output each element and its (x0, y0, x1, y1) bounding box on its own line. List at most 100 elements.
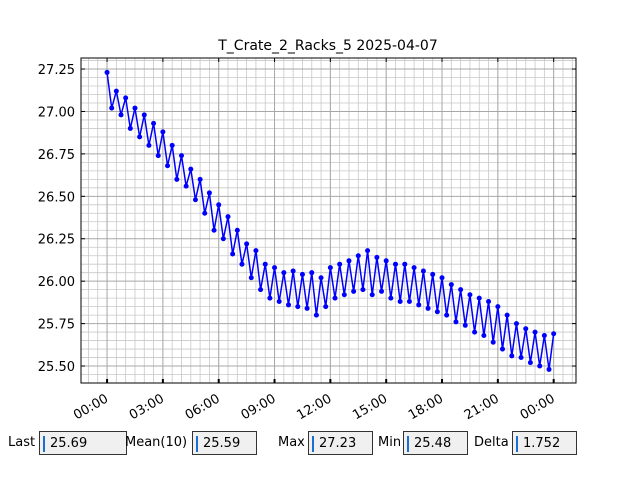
stat-label: Min (378, 435, 402, 450)
y-tick-label: 27.25 (38, 63, 75, 78)
data-point (318, 275, 324, 281)
data-point (178, 153, 184, 159)
data-point (444, 312, 450, 318)
stat-value: 27.23 (308, 431, 373, 455)
data-point (146, 142, 152, 148)
data-point (327, 265, 333, 271)
y-tick-label: 26.50 (38, 190, 75, 205)
data-point (137, 134, 143, 140)
y-tick-label: 25.75 (38, 318, 75, 333)
data-point (406, 299, 412, 305)
data-point (439, 275, 445, 281)
data-point (495, 304, 501, 310)
data-point (211, 227, 217, 233)
data-point (453, 319, 459, 325)
data-point (285, 302, 291, 308)
data-point (369, 292, 375, 298)
data-point (192, 197, 198, 203)
x-tick-label: 00:00 (71, 391, 111, 423)
stat-label: Delta (474, 435, 509, 450)
data-point (202, 210, 208, 216)
data-point (313, 312, 319, 318)
x-tick-label: 09:00 (239, 391, 279, 423)
data-point (206, 190, 212, 196)
data-point (304, 305, 310, 311)
data-point (239, 261, 245, 267)
data-point (155, 153, 161, 159)
data-point (272, 265, 278, 271)
stat-value: 1.752 (512, 431, 577, 455)
data-point (351, 288, 357, 294)
data-point (295, 304, 301, 310)
data-point (346, 258, 352, 264)
data-point (402, 261, 408, 267)
data-point (430, 271, 436, 277)
x-tick-label: 00:00 (518, 391, 558, 423)
data-point (504, 312, 510, 318)
data-point (411, 265, 417, 271)
x-tick-label: 15:00 (350, 391, 390, 423)
plot-frame (80, 57, 577, 384)
data-point (392, 261, 398, 267)
data-point (486, 299, 492, 305)
chart-title: T_Crate_2_Racks_5 2025-04-07 (217, 38, 438, 54)
x-tick-label: 18:00 (406, 391, 446, 423)
x-tick-label: 06:00 (183, 391, 223, 423)
data-point (341, 292, 347, 298)
data-point (551, 331, 557, 337)
data-point (332, 295, 338, 301)
data-point (290, 268, 296, 274)
data-point (234, 227, 240, 233)
data-point (169, 142, 175, 148)
data-point (360, 287, 366, 293)
data-point (299, 271, 305, 277)
data-point (109, 105, 115, 111)
data-point (216, 202, 222, 208)
data-point (165, 163, 171, 169)
y-tick-label: 25.50 (38, 360, 75, 375)
data-point (420, 268, 426, 274)
data-point (532, 329, 538, 335)
data-point (230, 251, 236, 257)
data-point (225, 214, 231, 220)
data-point (462, 322, 468, 328)
data-point (174, 176, 180, 182)
data-point (490, 339, 496, 345)
stat-label: Last (8, 435, 36, 450)
data-point (160, 129, 166, 135)
data-point (183, 183, 189, 189)
y-tick-label: 27.00 (38, 105, 75, 120)
data-point (151, 120, 157, 126)
stat-label: Mean(10) (125, 435, 188, 450)
data-point (127, 125, 133, 131)
data-point (416, 302, 422, 308)
data-point (434, 309, 440, 315)
data-point (188, 166, 194, 172)
data-point (276, 299, 282, 305)
data-point (197, 176, 203, 182)
data-point (527, 360, 533, 366)
data-point (374, 254, 380, 260)
data-point (476, 295, 482, 301)
data-point (467, 292, 473, 298)
chart: T_Crate_2_Racks_5 2025-04-07 25.50 25.75 2… (38, 38, 577, 423)
y-tick-label: 26.25 (38, 233, 75, 248)
data-point (104, 69, 110, 75)
data-point (118, 112, 124, 118)
x-tick-label: 12:00 (294, 391, 334, 423)
data-point (267, 295, 273, 301)
y-tick-label: 26.75 (38, 148, 75, 163)
data-point (458, 287, 464, 293)
data-point (258, 287, 264, 293)
data-point (383, 258, 389, 264)
x-tick-label: 03:00 (127, 391, 167, 423)
data-point (132, 105, 138, 111)
data-point (281, 270, 287, 276)
data-point (113, 88, 119, 94)
y-tick-label: 26.00 (38, 275, 75, 290)
stat-value: 25.69 (39, 431, 127, 455)
data-point (523, 326, 529, 332)
data-point (248, 275, 254, 281)
data-point (244, 241, 250, 247)
